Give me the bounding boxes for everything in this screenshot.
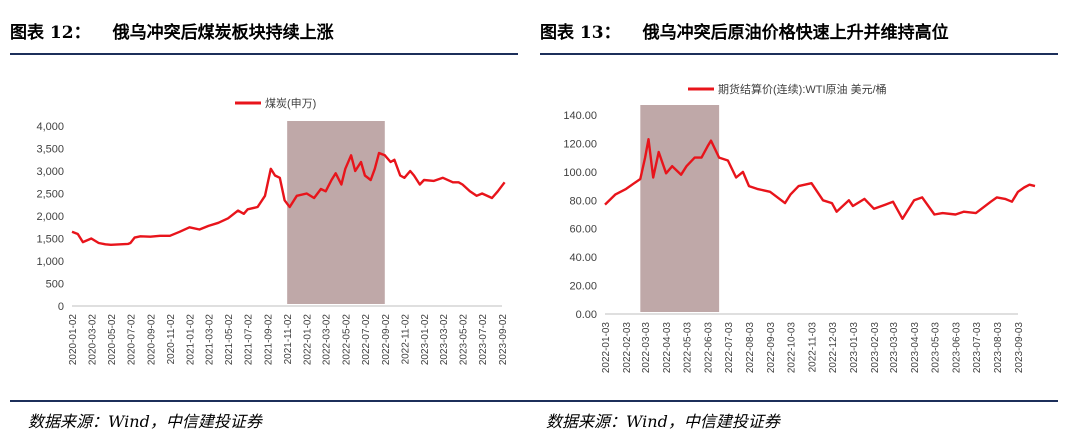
x-tick-label: 2022-09-02 [381,314,392,366]
y-tick-label: 80.00 [569,195,597,207]
x-tick-label: 2023-02-03 [870,322,881,374]
title-rule [540,53,1058,55]
shaded-period [287,121,385,304]
wti-oil-chart: 140.00 120.00 100.00 80.00 60.00 40.00 20.00 0.… [563,82,1036,374]
x-tick-label: 2022-04-03 [662,322,673,374]
y-tick-label: 60.00 [569,224,597,236]
series-line [604,138,1036,220]
x-tick-label: 2023-04-03 [910,322,921,374]
x-tick-label: 2023-08-03 [993,322,1004,374]
x-tick-label: 2022-01-03 [601,322,612,374]
figure-13: 图表 13： 俄乌冲突后原油价格快速上升并维持高位 140.00 120.00 100… [540,0,1058,395]
y-tick-label: 1,500 [36,234,64,246]
x-tick-label: 2022-12-03 [828,322,839,374]
x-tick-label: 2023-06-03 [952,322,963,374]
coal-index-chart: 4,0003,5003,0002,5002,0001,5001,00050002… [36,97,509,366]
x-tick-label: 2023-07-02 [478,314,489,366]
x-tick-label: 2022-11-03 [808,322,819,373]
x-tick-label: 2023-09-02 [498,314,509,366]
x-tick-label: 2022-11-02 [400,314,411,365]
x-tick-label: 2021-05-02 [224,314,235,366]
x-tick-label: 2023-01-03 [849,322,860,374]
y-tick-label: 2,000 [36,211,64,223]
x-tick-label: 2020-03-02 [87,314,98,366]
y-tick-label: 100.00 [563,167,597,179]
y-tick-label: 40.00 [569,252,597,264]
x-tick-label: 2021-09-02 [264,314,275,366]
legend: 煤炭(申万) [235,97,316,110]
x-tick-label: 2020-09-02 [146,314,157,366]
x-tick-label: 2022-07-02 [361,314,372,366]
title-rule [10,53,518,55]
legend: 期货结算价(连续):WTI原油 美元/桶 [688,82,887,96]
x-tick-label: 2022-06-03 [704,322,715,374]
footer-rule [10,400,1058,402]
figure-title: 图表 13： 俄乌冲突后原油价格快速上升并维持高位 [540,22,1058,44]
y-tick-label: 500 [46,279,64,291]
shaded-period [640,105,720,312]
legend-label: 煤炭(申万) [265,97,316,110]
figure-title-text: 俄乌冲突后煤炭板块持续上涨 [112,23,334,43]
legend-label: 期货结算价(连续):WTI原油 美元/桶 [718,82,887,96]
x-tick-label: 2022-09-03 [766,322,777,374]
x-tick-label: 2022-02-03 [622,322,633,374]
figure-number: 图表 13： [540,23,621,43]
x-tick-label: 2021-11-02 [283,314,294,365]
y-tick-label: 4,000 [36,121,64,133]
y-tick-label: 1,000 [36,256,64,268]
x-tick-label: 2020-07-02 [126,314,137,366]
source-note-13: 数据来源：Wind，中信建投证券 [546,412,780,431]
source-note-12: 数据来源：Wind，中信建投证券 [28,412,262,431]
y-tick-label: 0.00 [576,309,597,321]
figure-number: 图表 12： [10,23,91,43]
x-tick-label: 2022-05-03 [683,322,694,374]
y-tick-label: 120.00 [563,138,597,150]
figure-title-text: 俄乌冲突后原油价格快速上升并维持高位 [642,23,949,43]
figure-title: 图表 12： 俄乌冲突后煤炭板块持续上涨 [10,22,518,44]
series-line [71,151,506,246]
y-tick-label: 0 [58,301,64,313]
x-tick-label: 2021-03-02 [204,314,215,366]
x-tick-label: 2020-05-02 [107,314,118,366]
x-tick-label: 2022-08-03 [745,322,756,374]
x-tick-label: 2022-03-02 [322,314,333,366]
x-tick-label: 2023-03-03 [889,322,900,374]
x-tick-label: 2020-01-02 [68,314,79,366]
y-tick-label: 3,500 [36,144,64,156]
x-tick-label: 2021-01-02 [186,314,197,366]
x-tick-label: 2021-07-02 [244,314,255,366]
y-tick-label: 2,500 [36,189,64,201]
x-tick-label: 2023-05-02 [459,314,470,366]
x-tick-label: 2023-09-03 [1014,322,1025,374]
x-tick-label: 2023-03-02 [439,314,450,366]
x-tick-label: 2022-10-03 [786,322,797,374]
x-tick-label: 2022-07-03 [724,322,735,374]
x-tick-label: 2023-01-02 [420,314,431,366]
y-tick-label: 140.00 [563,110,597,122]
x-tick-label: 2022-05-02 [341,314,352,366]
x-tick-label: 2023-07-03 [972,322,983,374]
x-tick-label: 2023-05-03 [930,322,941,374]
x-tick-label: 2022-01-02 [303,314,314,366]
y-tick-label: 20.00 [569,281,597,293]
y-tick-label: 3,000 [36,166,64,178]
x-tick-label: 2020-11-02 [166,314,177,365]
x-tick-label: 2022-03-03 [641,322,652,374]
figure-12: 图表 12： 俄乌冲突后煤炭板块持续上涨 4,000 3,500 3,000 2,500… [10,0,518,395]
